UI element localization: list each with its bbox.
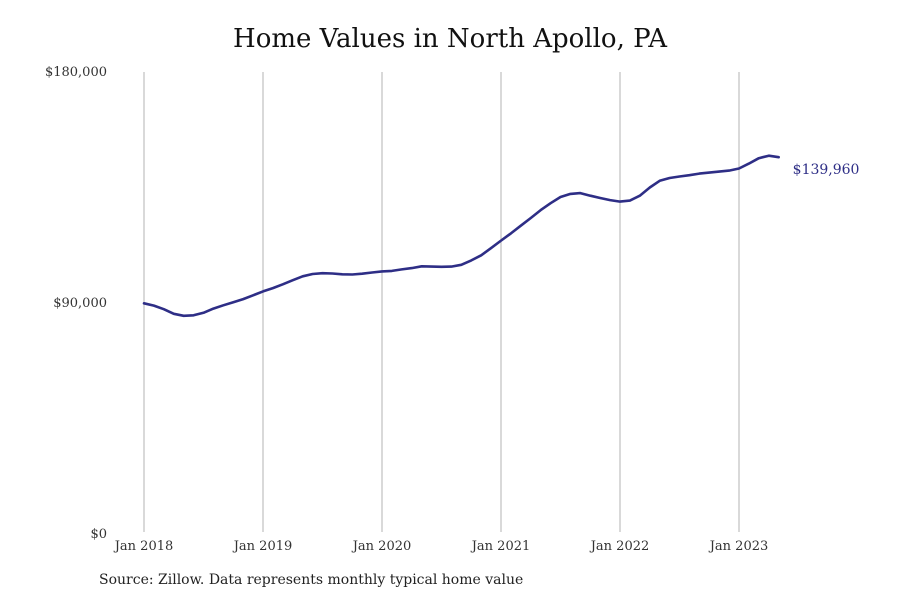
y-tick-label: $180,000 — [45, 65, 107, 80]
chart-title: Home Values in North Apollo, PA — [233, 24, 667, 54]
x-axis-tick-labels: Jan 2018 Jan 2019 Jan 2020 Jan 2021 Jan 2022… — [113, 539, 769, 554]
y-tick-label: $90,000 — [53, 296, 107, 311]
x-tick-label: Jan 2020 — [351, 539, 412, 554]
vertical-gridlines — [143, 72, 740, 532]
y-tick-label: $0 — [90, 527, 107, 542]
x-tick-label: Jan 2021 — [470, 539, 531, 554]
end-value-label: $139,960 — [793, 162, 860, 178]
series-layer: $139,960 — [142, 154, 860, 318]
y-axis-tick-labels: $0 $90,000 $180,000 — [45, 65, 107, 542]
series-line-0 — [142, 154, 780, 318]
x-tick-label: Jan 2023 — [708, 539, 769, 554]
source-note: Source: Zillow. Data represents monthly … — [99, 572, 524, 588]
x-tick-label: Jan 2019 — [232, 539, 293, 554]
x-tick-label: Jan 2022 — [589, 539, 650, 554]
x-tick-label: Jan 2018 — [113, 539, 174, 554]
